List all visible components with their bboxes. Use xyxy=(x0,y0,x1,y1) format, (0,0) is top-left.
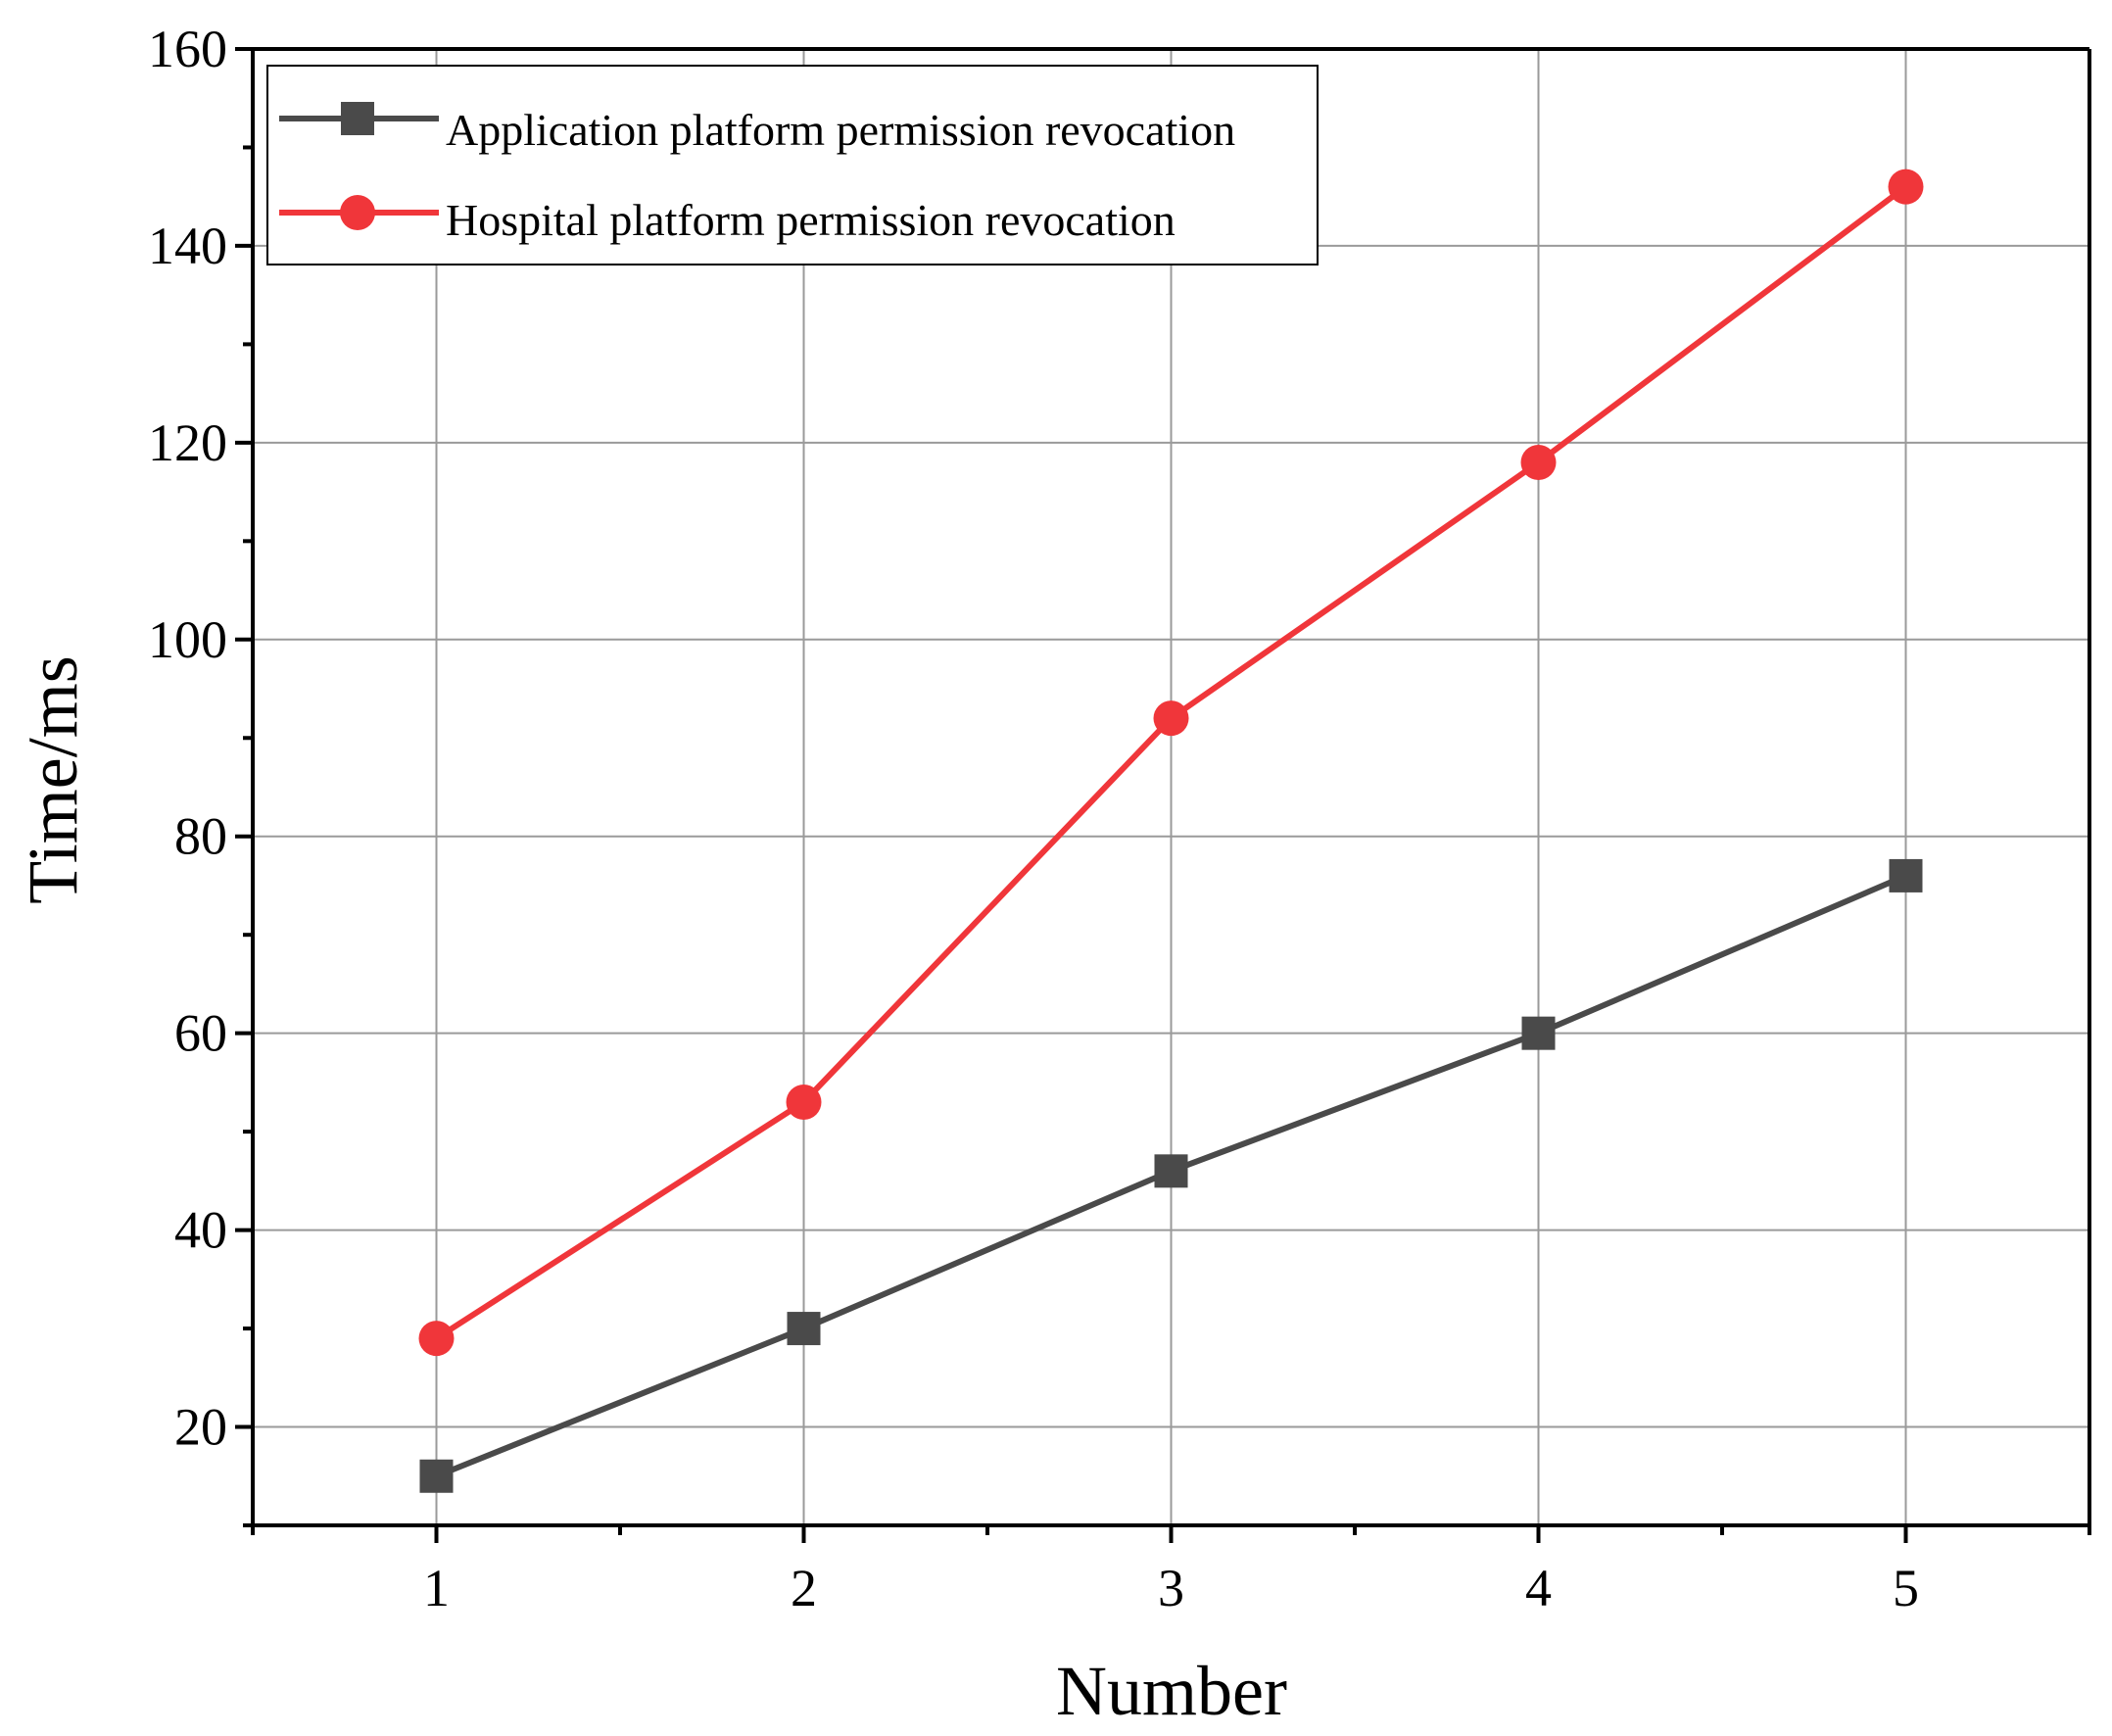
legend-marker-hospital xyxy=(340,195,375,230)
data-point-hospital-1 xyxy=(418,1321,455,1357)
tick-marks xyxy=(235,47,2091,1543)
y-tick-label-80: 80 xyxy=(174,807,227,866)
y-tick-label-40: 40 xyxy=(174,1201,227,1260)
y-tick-label-60: 60 xyxy=(174,1004,227,1063)
y-tick-label-100: 100 xyxy=(148,610,227,669)
y-tick-label-140: 140 xyxy=(148,217,227,275)
x-tick-label-3: 3 xyxy=(1158,1559,1184,1617)
data-point-application-2 xyxy=(787,1312,821,1346)
data-point-hospital-3 xyxy=(1153,700,1189,737)
data-point-hospital-2 xyxy=(786,1084,822,1120)
x-tick-label-2: 2 xyxy=(791,1559,817,1617)
legend-label-application: Application platform permission revocati… xyxy=(446,105,1235,155)
data-point-application-5 xyxy=(1889,858,1923,892)
y-tick-label-20: 20 xyxy=(174,1398,227,1457)
y-tick-label-160: 160 xyxy=(148,20,227,78)
data-point-hospital-5 xyxy=(1888,169,1924,205)
y-axis-title: Time/ms xyxy=(14,655,92,903)
data-point-application-4 xyxy=(1521,1016,1556,1050)
y-tick-label-120: 120 xyxy=(148,413,227,472)
x-tick-label-1: 1 xyxy=(423,1559,450,1617)
x-tick-label-4: 4 xyxy=(1525,1559,1552,1617)
tick-labels: 20 40 60 80 100 120 140 160 1 2 3 4 5 xyxy=(148,20,1919,1617)
legend-box xyxy=(266,65,1319,265)
legend-marker-application xyxy=(341,102,374,135)
data-point-application-3 xyxy=(1154,1154,1188,1188)
x-tick-label-5: 5 xyxy=(1893,1559,1919,1617)
data-point-hospital-4 xyxy=(1520,444,1557,480)
data-point-application-1 xyxy=(419,1459,454,1493)
grid-lines xyxy=(253,49,2089,1525)
legend: Application platform permission revocati… xyxy=(266,65,1319,265)
legend-label-hospital: Hospital platform permission revocation xyxy=(446,195,1176,245)
x-axis-title: Number xyxy=(1056,1652,1287,1730)
series-layer xyxy=(418,169,1924,1493)
